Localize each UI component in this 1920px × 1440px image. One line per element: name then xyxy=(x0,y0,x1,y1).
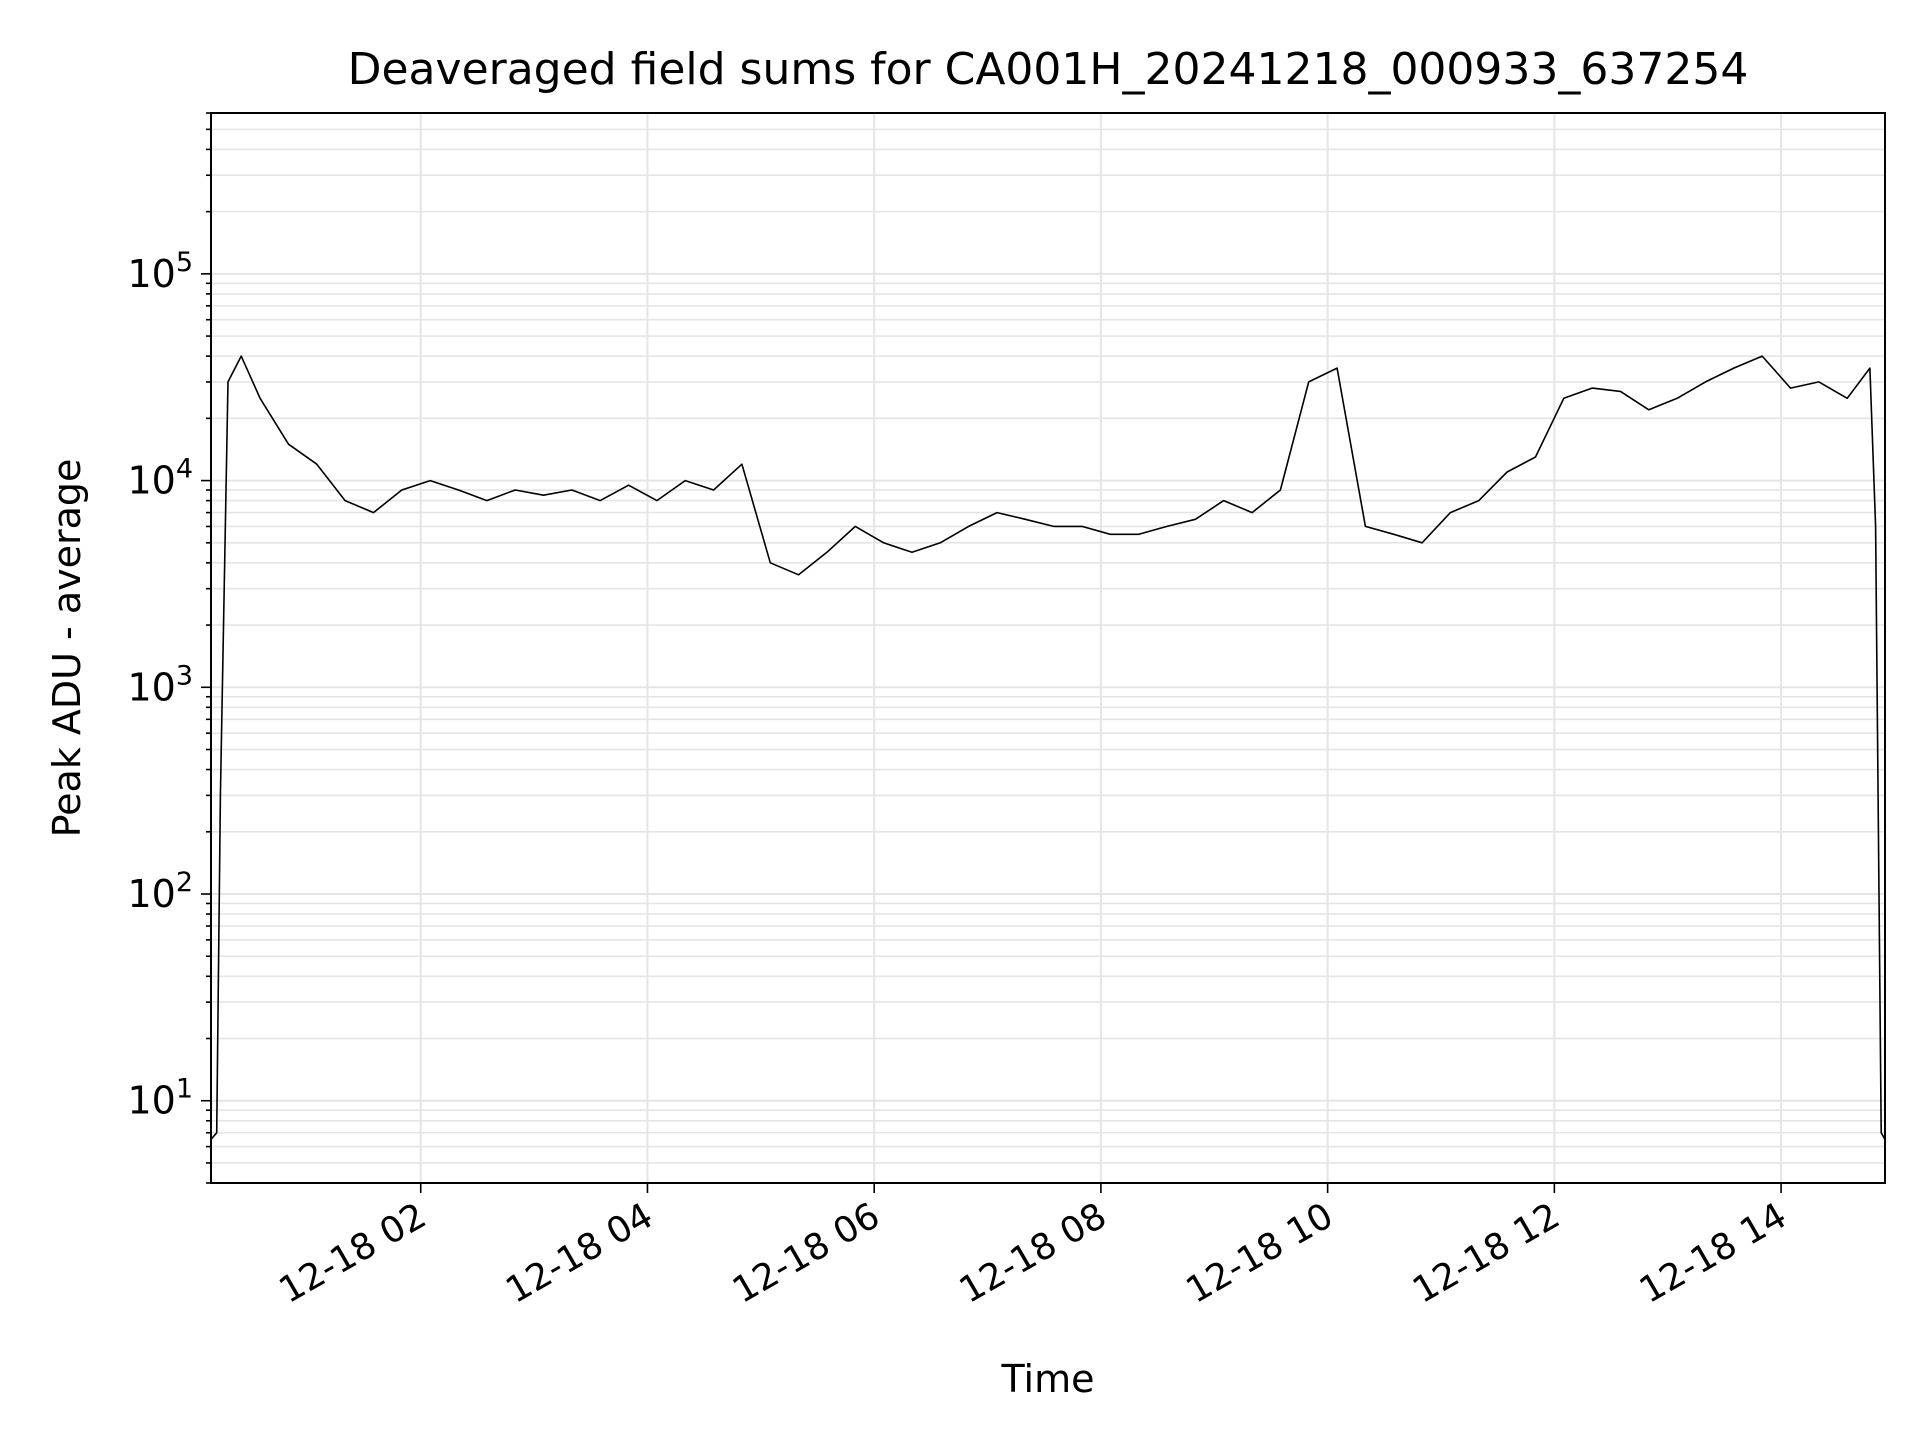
y-tick-label: 102 xyxy=(127,867,193,916)
y-tick-label: 103 xyxy=(127,660,193,709)
series-line xyxy=(210,355,1886,1140)
grid-layer xyxy=(211,112,1885,1184)
y-tick-label: 104 xyxy=(127,454,193,503)
x-axis-label: Time xyxy=(1001,1357,1095,1401)
chart-title: Deaveraged field sums for CA001H_2024121… xyxy=(348,44,1749,95)
y-tick-label: 101 xyxy=(127,1074,193,1123)
y-tick-label: 105 xyxy=(127,247,193,296)
series-layer xyxy=(210,355,1886,1140)
plot-frame xyxy=(210,112,1886,1184)
y-axis-label: Peak ADU - average xyxy=(45,459,89,838)
